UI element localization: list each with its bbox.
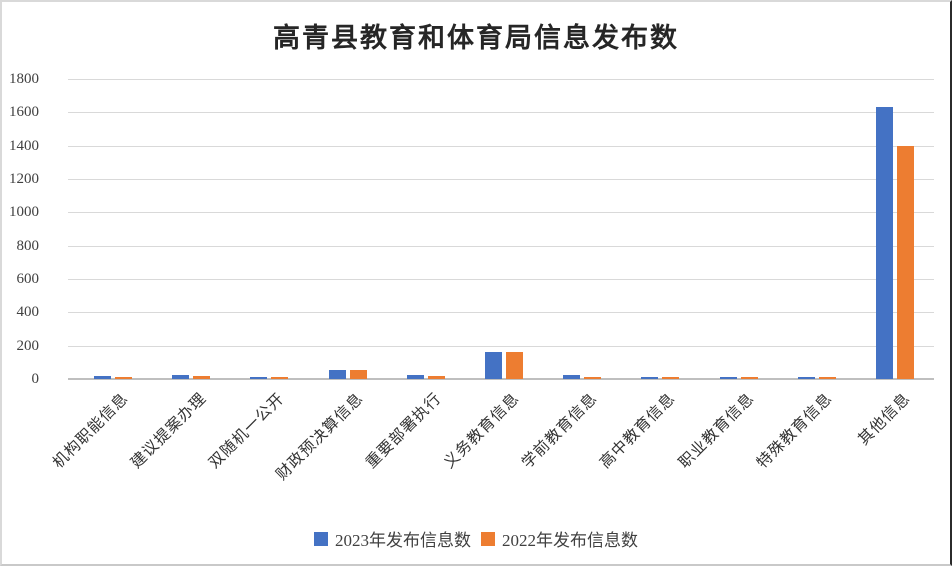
gridline-600 xyxy=(68,279,934,280)
gridline-400 xyxy=(68,312,934,314)
gridline-200 xyxy=(68,345,934,347)
legend-item-2023: 2023年发布信息数 xyxy=(314,526,471,551)
legend: 2023年发布信息数 2022年发布信息数 xyxy=(2,526,950,551)
bar-2023年-义务教育信息 xyxy=(484,351,502,379)
plot-area: 0 200 400 600 800 1000 1200 1400 1600 1800 机构职能信息建… xyxy=(9,71,934,484)
bar-2022年-财政预决算信息 xyxy=(349,370,367,379)
gridline-1400 xyxy=(68,145,934,147)
bar-2022年-义务教育信息 xyxy=(505,351,523,379)
bar-group-学前教育信息 xyxy=(543,79,621,379)
bar-2023年-高中教育信息 xyxy=(641,376,659,379)
bar-2022年-学前教育信息 xyxy=(584,376,602,379)
bar-2023年-职业教育信息 xyxy=(719,377,737,379)
y-axis-tick-label-1800: 1800 xyxy=(9,71,39,87)
bar-group-其他信息 xyxy=(856,79,934,379)
bar-2023年-学前教育信息 xyxy=(563,374,581,379)
bar-group-双随机一公开 xyxy=(230,79,308,379)
legend-label-2023: 2023年发布信息数 xyxy=(335,531,471,550)
legend-swatch-2023 xyxy=(314,531,328,546)
bar-2022年-高中教育信息 xyxy=(662,377,680,379)
y-axis-tick-label-1400: 1400 xyxy=(9,137,39,154)
bar-2022年-建议提案办理 xyxy=(193,375,211,379)
y-axis-tick-label-0: 0 xyxy=(31,371,40,387)
bar-2022年-重要部署执行 xyxy=(427,375,445,379)
legend-item-2022: 2022年发布信息数 xyxy=(481,526,638,551)
bar-2023年-机构职能信息 xyxy=(94,375,112,379)
gridline-1000 xyxy=(68,212,934,214)
y-axis-tick-label-600: 600 xyxy=(16,271,40,287)
bar-group-机构职能信息 xyxy=(74,79,152,379)
bar-2023年-特殊教育信息 xyxy=(797,377,815,379)
bar-2023年-其他信息 xyxy=(875,107,893,379)
bar-group-职业教育信息 xyxy=(699,79,777,379)
bar-2023年-建议提案办理 xyxy=(172,375,190,379)
bar-2023年-双随机一公开 xyxy=(250,377,268,379)
bar-2023年-财政预决算信息 xyxy=(328,369,346,379)
y-axis-tick-label-1200: 1200 xyxy=(9,171,39,187)
bar-2022年-职业教育信息 xyxy=(740,377,758,379)
bar-2022年-机构职能信息 xyxy=(115,376,133,379)
legend-swatch-2022 xyxy=(481,531,495,546)
bar-group-财政预决算信息 xyxy=(309,79,387,379)
chart-title: 高青县教育和体育局信息发布数 xyxy=(273,23,679,53)
bar-group-义务教育信息 xyxy=(465,79,543,379)
bar-group-建议提案办理 xyxy=(152,79,230,379)
legend-label-2022: 2022年发布信息数 xyxy=(502,531,638,550)
bar-group-特殊教育信息 xyxy=(778,79,856,379)
y-axis-tick-label-200: 200 xyxy=(16,337,40,354)
x-axis-category-label-机构职能信息: 机构职能信息 xyxy=(49,389,132,472)
bar-2022年-双随机一公开 xyxy=(271,377,289,379)
bar-2022年-其他信息 xyxy=(896,145,914,379)
x-axis-line xyxy=(68,378,934,380)
gridline-1600 xyxy=(68,112,934,114)
y-axis-tick-label-400: 400 xyxy=(16,304,40,321)
bar-group-高中教育信息 xyxy=(621,79,699,379)
y-axis-tick-label-800: 800 xyxy=(16,237,40,254)
bar-2023年-重要部署执行 xyxy=(406,375,424,379)
y-axis-tick-label-1000: 1000 xyxy=(9,204,39,221)
bar-2022年-特殊教育信息 xyxy=(818,377,836,379)
gridline-1200 xyxy=(68,179,934,180)
gridline-800 xyxy=(68,245,934,247)
gridline-1800 xyxy=(68,79,934,80)
y-axis-tick-label-1600: 1600 xyxy=(9,104,39,121)
bar-group-重要部署执行 xyxy=(387,79,465,379)
